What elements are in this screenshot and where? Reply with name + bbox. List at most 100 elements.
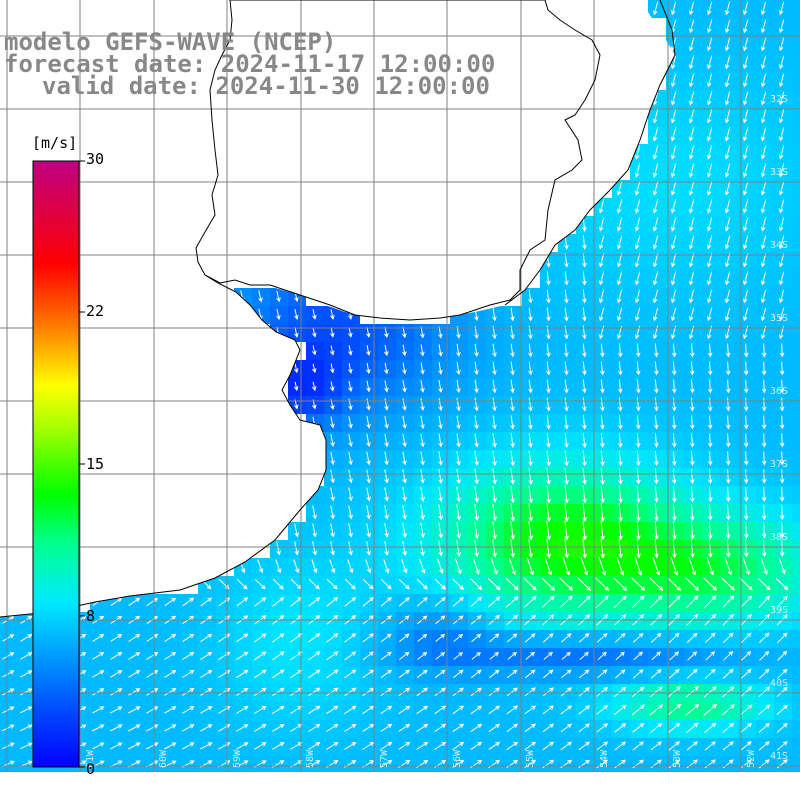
wind-arrow <box>581 307 587 322</box>
wind-arrow <box>164 688 177 696</box>
wind-cell <box>162 720 180 738</box>
wind-cell <box>360 342 378 360</box>
wind-cell <box>756 702 774 720</box>
wind-arrow <box>402 487 407 502</box>
wind-arrow <box>344 742 357 750</box>
wind-cell <box>702 432 720 450</box>
wind-arrow <box>542 741 555 751</box>
wind-cell <box>594 450 612 468</box>
wind-arrow <box>740 722 753 733</box>
wind-arrow <box>742 253 749 268</box>
wind-cell <box>504 468 522 486</box>
wind-cell <box>558 468 576 486</box>
wind-cell <box>558 504 576 522</box>
wind-arrow <box>546 415 551 430</box>
wind-cell <box>270 630 288 648</box>
wind-arrow <box>722 668 734 679</box>
wind-arrow <box>761 469 767 484</box>
wind-arrow <box>724 91 731 106</box>
wind-cell <box>234 630 252 648</box>
wind-arrow <box>366 523 371 538</box>
wind-cell <box>306 540 324 558</box>
wind-cell <box>540 288 558 306</box>
wind-arrow <box>434 741 447 751</box>
wind-cell <box>666 612 684 630</box>
wind-arrow <box>438 397 443 412</box>
wind-cell <box>648 504 666 522</box>
wind-arrow <box>200 742 213 750</box>
wind-arrow <box>420 540 425 557</box>
wind-arrow <box>743 433 749 448</box>
wind-arrow <box>384 487 389 502</box>
wind-arrow <box>92 742 105 750</box>
wind-arrow <box>616 235 623 250</box>
wind-cell <box>792 720 800 738</box>
wind-cell <box>612 234 630 252</box>
coastline-path <box>0 0 601 618</box>
wind-cell <box>774 54 792 72</box>
wind-arrow <box>703 703 718 716</box>
wind-arrow <box>760 163 767 178</box>
wind-cell <box>684 72 702 90</box>
wind-arrow <box>690 521 695 540</box>
wind-cell <box>774 252 792 270</box>
wind-cell <box>252 666 270 684</box>
wind-arrow <box>146 633 159 642</box>
wind-arrow <box>614 686 627 697</box>
wind-arrow <box>724 181 731 196</box>
wind-cell <box>414 522 432 540</box>
colorbar-tick-0: 0 <box>86 760 96 778</box>
wind-cell <box>234 720 252 738</box>
wind-arrow <box>492 307 497 322</box>
wind-arrow <box>258 290 263 303</box>
wind-cell <box>306 594 324 612</box>
wind-arrow <box>688 235 695 250</box>
wind-cell <box>612 360 630 378</box>
wind-arrow <box>420 487 425 502</box>
wind-arrow <box>760 73 767 88</box>
wind-cell <box>630 306 648 324</box>
wind-cell <box>720 342 738 360</box>
wind-arrow <box>706 253 713 268</box>
wind-cell <box>738 18 756 36</box>
wind-cell <box>0 702 18 720</box>
longitude-label: 59W <box>232 749 243 768</box>
wind-cell <box>720 18 738 36</box>
wind-arrow <box>380 723 393 733</box>
wind-arrow <box>689 415 695 430</box>
wind-arrow <box>671 379 677 394</box>
wind-cell <box>774 594 792 612</box>
wind-arrow <box>600 450 605 467</box>
wind-cell <box>594 540 612 558</box>
wind-cell <box>756 144 774 162</box>
wind-cell <box>270 594 288 612</box>
wind-cell <box>468 324 486 342</box>
wind-cell <box>756 342 774 360</box>
wind-arrow <box>599 397 605 412</box>
wind-cell <box>306 648 324 666</box>
wind-cell <box>540 612 558 630</box>
wind-arrow <box>725 469 731 484</box>
wind-arrow <box>546 307 551 322</box>
wind-cell <box>324 486 342 504</box>
wind-arrow <box>434 597 446 607</box>
wind-arrow <box>578 687 591 697</box>
wind-cell <box>720 702 738 720</box>
wind-cell <box>558 756 576 774</box>
wind-cell <box>630 414 648 432</box>
wind-arrow <box>164 633 177 643</box>
wind-cell <box>126 756 144 774</box>
wind-arrow <box>742 127 749 142</box>
wind-cell <box>756 648 774 666</box>
wind-arrow <box>743 539 749 558</box>
wind-arrow <box>760 253 767 268</box>
wind-cell <box>720 486 738 504</box>
wind-cell <box>756 162 774 180</box>
wind-cell <box>756 486 774 504</box>
wind-arrow <box>456 540 462 557</box>
wind-cell <box>576 540 594 558</box>
wind-arrow <box>742 19 749 34</box>
wind-cell <box>270 612 288 630</box>
wind-arrow <box>779 487 785 502</box>
wind-arrow <box>200 724 213 732</box>
